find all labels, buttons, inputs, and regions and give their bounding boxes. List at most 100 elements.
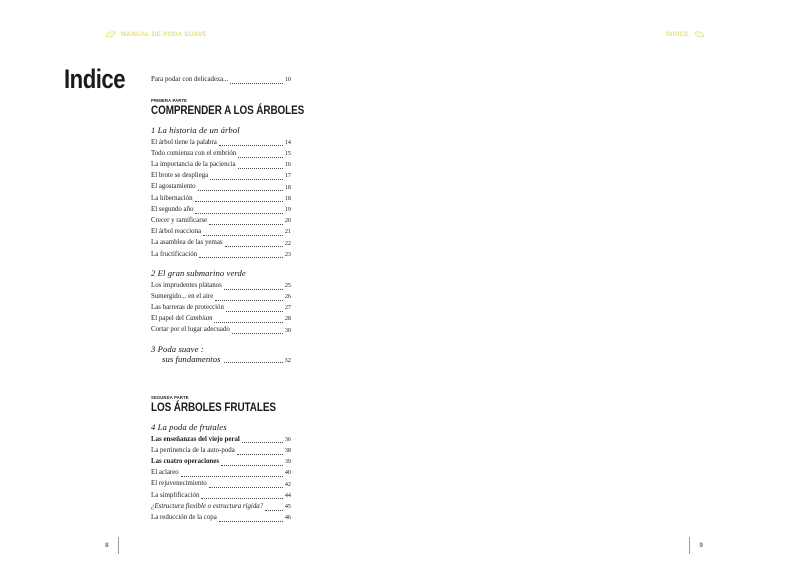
toc-entry[interactable]: Las cuatro operaciones 39: [151, 456, 291, 467]
toc-entry-page: 39: [284, 458, 291, 466]
toc-entry[interactable]: La simplificación 44: [151, 490, 291, 501]
leaf-icon: [694, 31, 705, 38]
dot-leader: [236, 453, 283, 455]
toc-entry-page: 42: [284, 480, 291, 488]
toc-entry[interactable]: El rejuvenecimiento 42: [151, 478, 291, 489]
toc-entry[interactable]: Sumergido... en el aire 26: [151, 291, 291, 302]
toc-entry-page: 23: [284, 250, 291, 258]
toc-entry[interactable]: Las enseñanzas del viejo peral 36: [151, 434, 291, 445]
dot-leader: [214, 321, 283, 324]
toc-entry[interactable]: El papel del Cambium 28: [151, 313, 291, 324]
toc-list-2: Los imprudentes plátanos 25 Sumergido... …: [151, 280, 291, 336]
toc-entry[interactable]: Cortar por el lugar adecuado 30: [151, 324, 291, 335]
chapter-title: El gran submarino verde: [157, 267, 246, 278]
chapter-heading-3[interactable]: 3 Poda suave : sus fundamentos 32: [151, 344, 291, 365]
toc-entry[interactable]: El brote se despliega 17: [151, 170, 291, 181]
part-title: LOS ÁRBOLES FRUTALES: [151, 399, 276, 414]
folio-rule: [689, 537, 691, 554]
toc-entry[interactable]: La pertinencia de la auto-poda 38: [151, 445, 291, 456]
toc-entry[interactable]: Las barreras de protección 27: [151, 302, 291, 313]
dot-leader: [201, 497, 283, 500]
chapter-title-line2: sus fundamentos 32: [151, 354, 291, 364]
dot-leader: [199, 256, 283, 259]
toc-entry[interactable]: El segundo año 19: [151, 204, 291, 215]
toc-entry-page: 21: [284, 228, 291, 236]
toc-entry-label: Para podar con delicadeza...: [151, 76, 229, 83]
toc-entry[interactable]: La fructificación 23: [151, 249, 291, 260]
dot-leader: [265, 509, 283, 511]
toc-entry-page: 22: [284, 239, 291, 247]
chapter-heading-4[interactable]: 4 La poda de frutales: [151, 422, 291, 432]
toc-entry[interactable]: Los imprudentes plátanos 25: [151, 280, 291, 291]
toc-entry-label: El papel del Cambium: [151, 315, 213, 323]
right-page: ÍNDICE 5 La poda de los árboles jóvenes …: [397, 0, 795, 583]
toc-entry-label: Crecer y ramificarse: [151, 217, 208, 224]
dot-leader: [180, 475, 283, 477]
toc-entry-page: 26: [284, 293, 291, 301]
toc-entry[interactable]: El agostamiento 18: [151, 181, 291, 192]
toc-entry-page: 25: [284, 281, 291, 289]
toc-entry-label: El árbol reacciona: [151, 228, 202, 236]
folio-right: 9: [689, 537, 703, 554]
toc-entry-page: 38: [284, 446, 291, 454]
toc-entry-page: 18: [284, 194, 291, 202]
toc-entry-page: 45: [284, 502, 291, 510]
toc-entry-label: La importancia de la paciencia: [151, 161, 236, 169]
toc-entry-page: 20: [284, 217, 291, 225]
dot-leader: [194, 200, 283, 203]
running-head-right-label: ÍNDICE: [665, 31, 689, 38]
toc-entry[interactable]: El árbol tiene la palabra 14: [151, 137, 291, 148]
chapter-number: 3: [151, 343, 156, 354]
toc-entry-page: 19: [284, 205, 291, 213]
dot-leader: [195, 212, 283, 214]
page-number: 8: [105, 542, 109, 549]
toc-entry-page: 10: [284, 76, 291, 84]
dot-leader: [224, 245, 283, 248]
chapter-heading-1[interactable]: 1 La historia de un árbol: [151, 125, 291, 135]
dot-leader: [223, 288, 283, 290]
folio-left: 8: [105, 537, 119, 554]
toc-entry-page: 14: [284, 138, 291, 146]
toc-entry-label: Las enseñanzas del viejo peral: [151, 435, 240, 443]
dot-leader: [218, 520, 283, 522]
running-head-left-label: MANUAL DE PODA SUAVE: [121, 31, 207, 38]
toc-column-1: Para podar con delicadeza... 10 PRIMERA …: [151, 74, 305, 523]
toc-entry-page: 17: [284, 172, 291, 180]
toc-entry[interactable]: La reducción de la copa 46: [151, 512, 291, 523]
toc-entry-page: 40: [284, 469, 291, 477]
chapter-heading-2[interactable]: 2 El gran submarino verde: [151, 268, 291, 278]
toc-entry[interactable]: Crecer y ramificarse 20: [151, 215, 291, 226]
dot-leader: [231, 332, 283, 335]
part-heading-2: SEGUNDA PARTE LOS ÁRBOLES FRUTALES: [151, 395, 291, 414]
toc-entry[interactable]: ¿Estructura flexible o estructura rígida…: [151, 501, 291, 512]
toc-entry[interactable]: El aclareo 40: [151, 467, 291, 478]
chapter-title: La poda de frutales: [157, 421, 227, 432]
dot-leader: [225, 310, 283, 312]
part-kicker: SEGUNDA PARTE: [151, 395, 189, 401]
page-title: Indice: [64, 64, 126, 94]
toc-entry-label: Las barreras de protección: [151, 304, 224, 312]
dot-leader: [197, 189, 283, 192]
toc-entry-label: Sumergido... en el aire: [151, 292, 214, 300]
toc-entry-intro[interactable]: Para podar con delicadeza... 10: [151, 74, 291, 85]
chapter-number: 1: [151, 124, 156, 135]
part-title: COMPRENDER A LOS ÁRBOLES: [151, 102, 305, 117]
toc-entry[interactable]: La importancia de la paciencia 16: [151, 159, 291, 170]
dot-leader: [237, 167, 283, 169]
part-heading-1: PRIMERA PARTE COMPRENDER A LOS ÁRBOLES: [151, 98, 305, 117]
leaf-icon: [105, 31, 116, 38]
running-head-right: ÍNDICE: [666, 31, 705, 38]
toc-entry-label: La fructificación: [151, 250, 198, 258]
toc-entry-label: El árbol tiene la palabra: [151, 138, 217, 146]
toc-entry-label: El brote se despliega: [151, 172, 209, 180]
chapter-title: La historia de un árbol: [157, 124, 240, 135]
toc-entry-page: 30: [284, 326, 291, 334]
page-number: 9: [699, 542, 703, 549]
toc-entry-page: 36: [284, 435, 291, 443]
dot-leader: [238, 156, 283, 158]
toc-entry[interactable]: La hibernación 18: [151, 193, 291, 204]
toc-entry-label: El rejuvenecimiento: [151, 480, 207, 488]
toc-entry[interactable]: La asamblea de las yemas 22: [151, 237, 291, 248]
toc-entry[interactable]: El árbol reacciona 21: [151, 226, 291, 237]
toc-entry[interactable]: Todo comienza con el embrión 15: [151, 148, 291, 159]
